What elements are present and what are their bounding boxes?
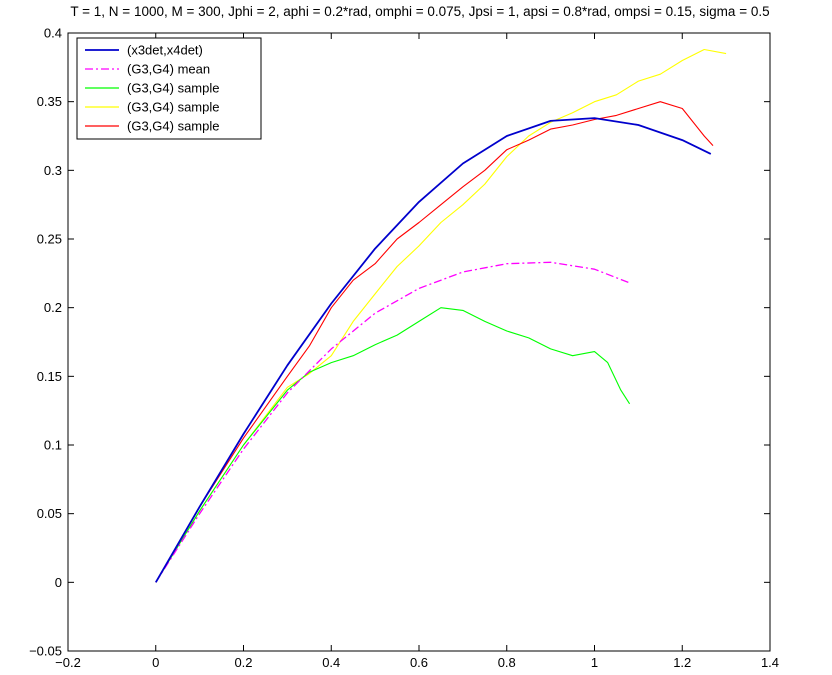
y-tick-label: 0.1 [44,438,62,453]
y-tick-label: −0.05 [29,644,62,659]
x-tick-label: 1 [591,655,598,670]
legend: (x3det,x4det) (G3,G4) mean (G3,G4) sample (… [76,37,262,140]
y-tick-label: 0.3 [44,163,62,178]
legend-label: (G3,G4) mean [127,62,210,77]
legend-label: (G3,G4) sample [127,119,219,134]
x-tick-label: 0 [152,655,159,670]
y-tick-label: 0 [55,575,62,590]
series-layer [155,48,727,583]
legend-label: (G3,G4) sample [127,100,219,115]
series-line-1 [155,261,630,583]
legend-label: (G3,G4) sample [127,81,219,96]
chart-title: T = 1, N = 1000, M = 300, Jphi = 2, aphi… [70,4,769,19]
x-tick-label: 0.2 [234,655,252,670]
x-tick-label: 0.8 [498,655,516,670]
x-tick-label: 0.4 [322,655,340,670]
y-tick-label: 0.2 [44,300,62,315]
y-tick-label: 0.15 [37,369,62,384]
axis-layer: −0.2 0 0.2 0.4 0.6 0.8 1 1.2 1.4 −0.05 0 0.05 0.1 0.1… [29,26,779,671]
y-tick-label: 0.05 [37,506,62,521]
series-line-4 [155,101,714,583]
y-tick-label: 0.35 [37,94,62,109]
x-tick-label: 1.2 [673,655,691,670]
x-tick-label: 1.4 [761,655,779,670]
y-tick-label: 0.25 [37,232,62,247]
series-line-2 [155,307,631,583]
legend-label: (x3det,x4det) [127,43,203,58]
series-line-0 [155,117,712,583]
x-tick-label: −0.2 [55,655,81,670]
x-tick-label: 0.6 [410,655,428,670]
y-tick-label: 0.4 [44,26,62,41]
